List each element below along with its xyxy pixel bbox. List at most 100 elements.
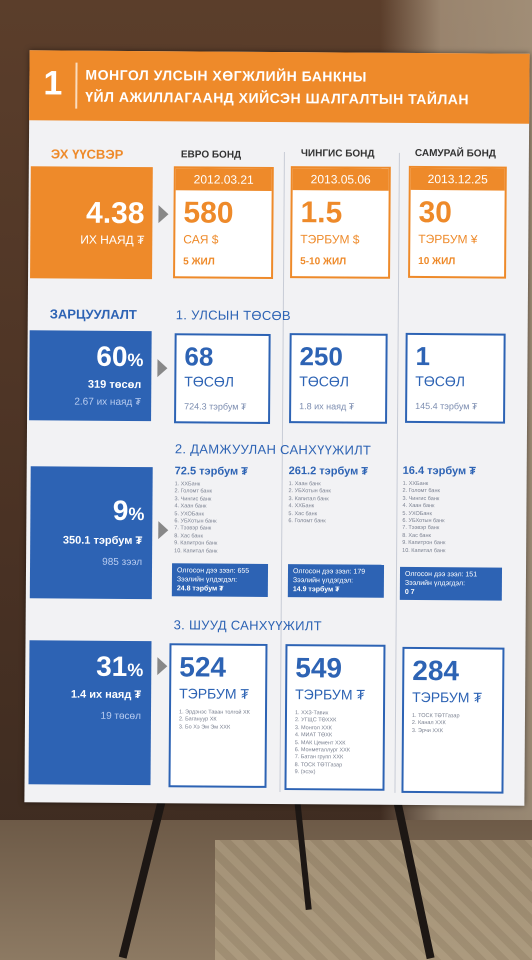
sec2-pct: 9% (113, 495, 145, 527)
sec3-box-1-list: 1. Эрдэнэс Таван толгой ХК 2. Багануур Х… (179, 709, 250, 732)
sec1-box-3-value: 1 (415, 340, 431, 372)
sec3-box-3-list: 1. ТОСК ТӨТГазар 2. Канал ХХК 3. Эрчи ХХ… (412, 713, 460, 736)
sec2-summary-box: 9% 350.1 тэрбум ₮ 985 зээл (29, 466, 153, 600)
percent-sign: % (128, 503, 145, 525)
poster-header: 1 МОНГОЛ УЛСЫН ХӨГЖЛИЙН БАНКНЫ ҮЙЛ АЖИЛЛ… (29, 50, 530, 124)
header-title-line2: ҮЙЛ АЖИЛЛАГААНД ХИЙСЭН ШАЛГАЛТЫН ТАЙЛАН (85, 88, 470, 108)
bond-unit-3: ТЭРБУМ ¥ (418, 231, 478, 247)
poster: 1 МОНГОЛ УЛСЫН ХӨГЖЛИЙН БАНКНЫ ҮЙЛ АЖИЛЛ… (24, 50, 530, 806)
sec1-summary-box: 60% 319 төсөл 2.67 их наяд ₮ (29, 330, 152, 422)
sec2-col-3-stat: Олгосон дээ зээл: 151 Зээлийн үлдэгдэл: … (399, 566, 503, 601)
bond-name-2: ЧИНГИС БОНД (300, 148, 375, 160)
sec3-sub1: 1.4 их наяд ₮ (70, 688, 142, 702)
sec1-pct-value: 60 (96, 340, 128, 372)
source-total-box: 4.38 ИХ НАЯД ₮ (30, 166, 153, 280)
sec1-box-3: 1 ТӨСӨЛ 145.4 тэрбум ₮ (405, 332, 506, 424)
sec3-box-2-value: 549 (295, 652, 343, 684)
bond-date-3: 2013.12.25 (410, 167, 505, 191)
list-item: 3. Эрчи ХХК (411, 727, 443, 734)
sec1-box-2-amount: 1.8 их наяд ₮ (299, 401, 355, 412)
stat-line: 14.9 тэрбум ₮ (292, 586, 340, 594)
arrow-icon (158, 205, 169, 224)
sec1-sub2: 2.67 их наяд ₮ (74, 396, 142, 409)
list-item: 9. Капитрон банк (402, 540, 446, 547)
section-3-title: 3. ШУУД САНХҮҮЖИЛТ (173, 617, 322, 634)
sec3-box-3-value: 284 (412, 654, 460, 687)
sec1-box-3-amount: 145.4 тэрбум ₮ (415, 400, 478, 412)
sec3-box-2-unit: ТЭРБУМ ₮ (295, 686, 366, 703)
sec2-sub2: 985 зээл (102, 556, 143, 569)
bond-term-2: 5-10 ЖИЛ (300, 256, 347, 268)
sec1-sub1: 319 төсөл (87, 378, 142, 392)
bond-date-1: 2012.03.21 (175, 168, 272, 191)
list-item: 2. Голомт банк (174, 488, 212, 495)
sec2-col-2-list: 1. Хаан банк 2. УБХотын банк 3. Капитал … (288, 481, 331, 526)
header-number: 1 (43, 64, 63, 103)
stat-line: 24.8 тэрбум ₮ (176, 585, 224, 593)
stat-line: 0 7 (404, 588, 415, 596)
column-divider (394, 152, 400, 793)
bond-value-1: 580 (183, 196, 234, 230)
spending-label: ЗАРЦУУЛАЛТ (49, 306, 137, 323)
source-label: ЭХ ҮҮСВЭР (50, 146, 124, 162)
sec3-box-1-value: 524 (179, 651, 227, 683)
sec3-pct: 31% (96, 651, 143, 683)
sec3-box-1-unit: ТЭРБУМ ₮ (179, 685, 250, 702)
sec3-box-1: 524 ТЭРБУМ ₮ 1. Эрдэнэс Таван толгой ХК … (168, 643, 268, 788)
list-item: 2. Голомт банк (402, 488, 440, 495)
bond-value-2: 1.5 (300, 196, 343, 230)
list-item: 7. Тээвэр банк (402, 525, 440, 532)
sec2-col-1-amount: 72.5 тэрбум ₮ (174, 465, 248, 478)
list-item: 4. ХХБанк (288, 503, 315, 510)
sec1-box-2: 250 ТӨСӨЛ 1.8 их наяд ₮ (289, 333, 388, 424)
source-total-value: 4.38 (85, 196, 145, 231)
sec1-box-3-unit: ТӨСӨЛ (415, 372, 466, 390)
sec2-col-2-stat: Олгосон дээ зээл: 179 Зээлийн үлдэгдэл: … (287, 564, 385, 598)
sec2-pct-value: 9 (112, 494, 129, 526)
bond-term-3: 10 ЖИЛ (418, 255, 456, 268)
list-item: 7. Тээвэр банк (174, 525, 212, 532)
sec1-box-1-value: 68 (184, 341, 214, 372)
list-item: 9. (эсэх) (294, 769, 316, 776)
sec1-box-1: 68 ТӨСӨЛ 724.3 тэрбум ₮ (174, 333, 271, 424)
sec2-col-2-amount: 261.2 тэрбум ₮ (288, 465, 369, 478)
sec3-box-2: 549 ТЭРБУМ ₮ 1. ХХЗ-Тавих 2. УГЩС ТӨХХК … (284, 644, 386, 791)
source-total-unit: ИХ НАЯД ₮ (80, 232, 145, 248)
sec2-sub1: 350.1 тэрбум ₮ (62, 534, 143, 548)
sec1-box-2-value: 250 (299, 341, 343, 372)
column-divider (279, 152, 285, 793)
list-item: 2. Канал ХХК (411, 720, 446, 727)
sec2-col-1-list: 1. ХХБанк 2. Голомт банк 3. Чингис банк … (174, 481, 218, 555)
sec3-box-3-unit: ТЭРБУМ ₮ (412, 688, 483, 706)
list-item: 9. Капитрон банк (174, 540, 218, 547)
section-2-title: 2. ДАМЖУУЛАН САНХҮҮЖИЛТ (174, 441, 372, 458)
bond-value-3: 30 (418, 195, 452, 230)
sec3-pct-value: 31 (96, 650, 128, 682)
list-item: 10. Капитал банк (174, 547, 218, 555)
stat-line: Зээлийн үлдэгдэл: (404, 579, 466, 588)
bond-name-3: САМУРАЙ БОНД (414, 147, 497, 160)
list-item: 10. Капитал банк (402, 547, 446, 554)
arrow-icon (158, 521, 169, 540)
list-item: 2. УГЩС ТӨХХК (294, 717, 337, 724)
sec2-col-3-amount: 16.4 тэрбум ₮ (402, 464, 476, 478)
list-item: 2. УБХотын банк (288, 488, 331, 495)
bond-term-1: 5 ЖИЛ (183, 256, 215, 268)
sec3-box-3: 284 ТЭРБУМ ₮ 1. ТОСК ТӨТГазар 2. Канал Х… (401, 646, 505, 794)
bond-box-1: 2012.03.21 580 САЯ $ 5 ЖИЛ (173, 166, 274, 279)
bond-box-3: 2013.12.25 30 ТЭРБУМ ¥ 10 ЖИЛ (408, 165, 507, 279)
sec1-pct: 60% (96, 341, 143, 373)
arrow-icon (157, 359, 168, 378)
sec2-col-1-stat: Олгосон дээ зээл: 655 Зээлийн үлдэгдэл: … (171, 563, 269, 597)
bond-date-2: 2013.05.06 (292, 168, 389, 191)
sec1-box-1-unit: ТӨСӨЛ (184, 373, 235, 390)
header-title-line1: МОНГОЛ УЛСЫН ХӨГЖЛИЙН БАНКНЫ (85, 66, 367, 85)
list-item: 4. Хаан банк (174, 503, 207, 510)
rug (215, 840, 532, 960)
sec3-box-2-list: 1. ХХЗ-Тавих 2. УГЩС ТӨХХК 3. Монгол ХХК… (295, 710, 351, 777)
header-divider (75, 62, 78, 109)
bond-unit-2: ТЭРБУМ $ (300, 232, 360, 247)
sec3-sub2: 19 төсөл (100, 710, 142, 723)
arrow-icon (157, 657, 168, 676)
sec1-box-1-amount: 724.3 тэрбум ₮ (184, 401, 247, 412)
